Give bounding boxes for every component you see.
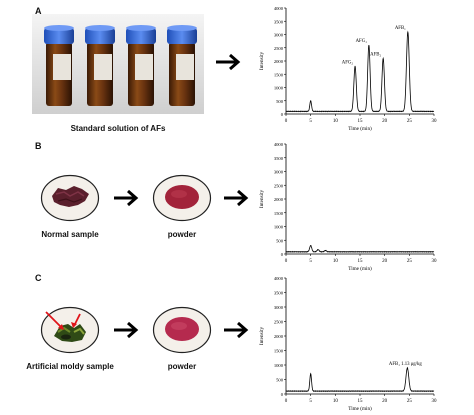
vial-1 — [44, 25, 74, 106]
y-tick-label: 2000 — [274, 197, 284, 202]
chromatogram-normal: 0 500 1000 1500 2000 2500 3000 3500 4000 0 5 10 15 20… — [259, 142, 438, 272]
signal-trace — [285, 30, 435, 113]
y-tick-label: 500 — [276, 99, 284, 104]
y-axis-label: Intensity — [259, 190, 265, 209]
x-axis-label: Time (min) — [348, 125, 372, 132]
peak-label: AFG₂ — [342, 60, 354, 65]
vial-3 — [126, 25, 156, 106]
moldy-sample-photo — [40, 306, 100, 354]
x-axis-label: Time (min) — [348, 265, 372, 272]
caption-moldy-sample: Artificial moldy sample — [26, 362, 114, 371]
x-tick-label: 20 — [382, 119, 388, 124]
y-tick-label: 0 — [281, 112, 284, 117]
x-tick-label: 15 — [358, 259, 364, 264]
peak-label: AFB₁ — [395, 26, 406, 31]
y-tick-label: 2500 — [274, 183, 284, 188]
x-tick-label: 10 — [333, 119, 339, 124]
panel-letter-b: B — [35, 141, 42, 151]
y-axis-label: Intensity — [259, 327, 265, 346]
y-tick-label: 1500 — [274, 72, 284, 77]
y-tick-label: 3000 — [274, 305, 284, 310]
arrow-right-icon — [216, 53, 241, 71]
x-tick-label: 10 — [333, 259, 339, 264]
x-tick-label: 25 — [407, 399, 413, 404]
signal-trace — [285, 244, 435, 253]
y-tick-label: 500 — [276, 378, 284, 383]
x-tick-label: 30 — [432, 399, 438, 404]
arrow-right-icon — [224, 321, 249, 339]
x-tick-label: 5 — [309, 119, 312, 124]
chromatogram-moldy: 0 500 1000 1500 2000 2500 3000 3500 4000 0 5 10 15 20… — [259, 276, 438, 412]
peak-label: AFB₂ — [370, 52, 381, 57]
y-tick-label: 3500 — [274, 19, 284, 24]
x-tick-label: 30 — [432, 119, 438, 124]
arrow-right-icon — [224, 189, 249, 207]
peak-label: AFB₁ 1.13 μg/kg — [389, 362, 422, 367]
y-tick-label: 3500 — [274, 156, 284, 161]
y-tick-label: 4000 — [274, 276, 284, 281]
caption-normal-sample: Normal sample — [41, 230, 99, 239]
vial-2 — [85, 25, 115, 106]
x-tick-label: 0 — [285, 259, 288, 264]
arrow-right-icon — [114, 189, 139, 207]
y-tick-label: 2000 — [274, 59, 284, 64]
y-tick-label: 3500 — [274, 291, 284, 296]
powder-photo-c — [152, 306, 212, 354]
y-tick-label: 0 — [281, 252, 284, 257]
y-tick-label: 2000 — [274, 334, 284, 339]
y-tick-label: 3000 — [274, 33, 284, 38]
vial-4 — [167, 25, 197, 106]
x-axis-label: Time (min) — [348, 405, 372, 412]
x-tick-label: 25 — [407, 119, 413, 124]
vials-photo — [32, 14, 204, 114]
caption-powder-c: powder — [167, 362, 197, 371]
y-tick-label: 1000 — [274, 225, 284, 230]
x-tick-label: 0 — [285, 119, 288, 124]
x-tick-label: 20 — [382, 259, 388, 264]
y-tick-label: 3000 — [274, 170, 284, 175]
y-axis-label: Intensity — [259, 52, 265, 71]
x-tick-label: 0 — [285, 399, 288, 404]
x-tick-label: 5 — [309, 259, 312, 264]
y-tick-label: 2500 — [274, 46, 284, 51]
y-tick-label: 1000 — [274, 363, 284, 368]
caption-powder-b: powder — [167, 230, 197, 239]
y-tick-label: 500 — [276, 238, 284, 243]
powder-photo-b — [152, 174, 212, 222]
x-tick-label: 20 — [382, 399, 388, 404]
caption-standard-solution: Standard solution of AFs — [70, 124, 166, 133]
x-tick-label: 10 — [333, 399, 339, 404]
peak-label: AFG₁ — [356, 39, 368, 44]
y-tick-label: 1500 — [274, 349, 284, 354]
x-tick-label: 30 — [432, 259, 438, 264]
y-tick-label: 4000 — [274, 6, 284, 11]
arrow-right-icon — [114, 321, 139, 339]
panel-letter-a: A — [35, 6, 42, 16]
x-tick-label: 5 — [309, 399, 312, 404]
y-tick-label: 1500 — [274, 211, 284, 216]
y-tick-label: 0 — [281, 392, 284, 397]
x-tick-label: 15 — [358, 399, 364, 404]
y-tick-label: 2500 — [274, 320, 284, 325]
normal-sample-photo — [40, 174, 100, 222]
x-tick-label: 15 — [358, 119, 364, 124]
panel-letter-c: C — [35, 273, 42, 283]
signal-trace — [285, 366, 435, 393]
y-tick-label: 4000 — [274, 142, 284, 147]
y-tick-label: 1000 — [274, 86, 284, 91]
chromatogram-standard: 0 500 1000 1500 2000 2500 3000 3500 4000 0 5 10 15 20… — [259, 6, 438, 132]
x-tick-label: 25 — [407, 259, 413, 264]
